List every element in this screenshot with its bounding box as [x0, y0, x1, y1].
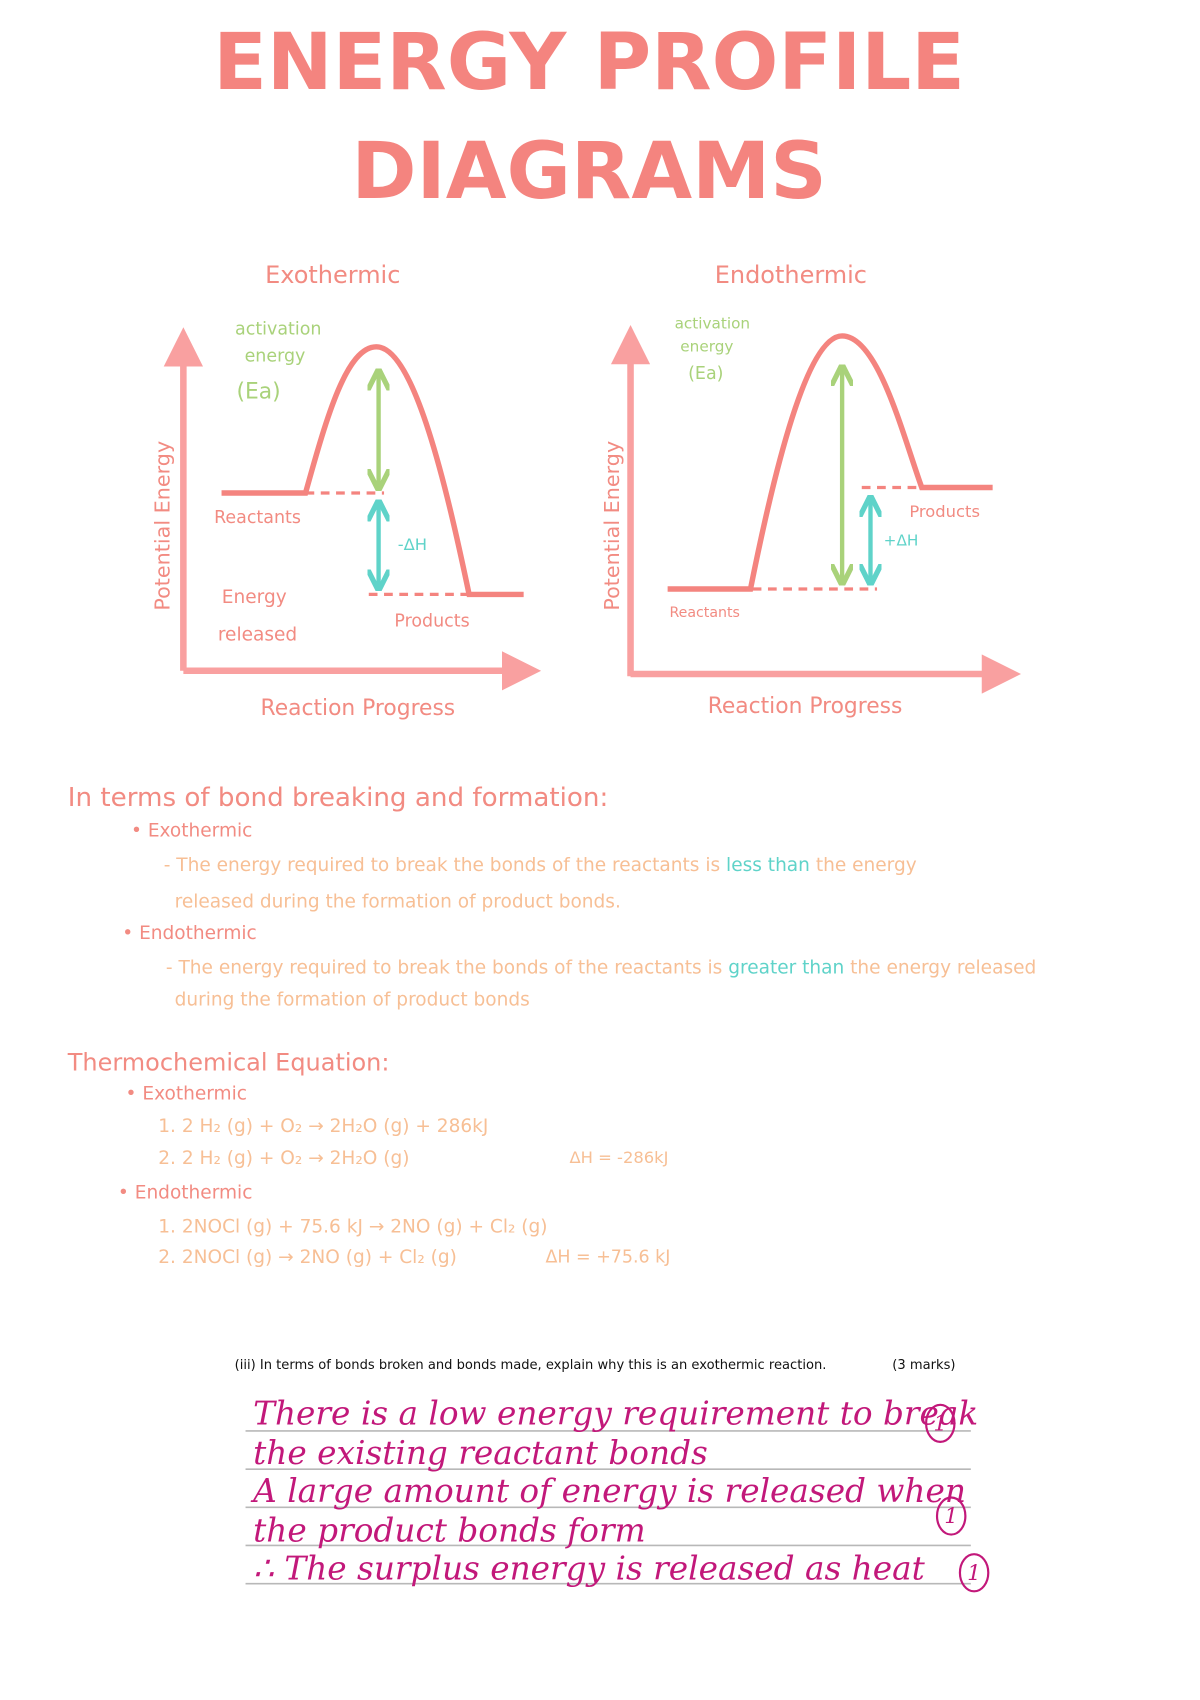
activation-label: (Ea): [237, 380, 281, 405]
answer-line: There is a low energy requirement to bre…: [253, 1395, 978, 1433]
body-line: - The energy required to break the bonds…: [166, 957, 1036, 978]
mark-awarded: 1: [967, 1561, 981, 1586]
x-axis-label: Reaction Progress: [708, 694, 903, 719]
highlight: less than: [726, 854, 810, 875]
bullet-label: • Endothermic: [118, 1183, 252, 1204]
section-heading: In terms of bond breaking and formation:: [68, 783, 609, 813]
reactants-label: Reactants: [669, 605, 740, 621]
mark-awarded: 1: [933, 1411, 947, 1436]
equation: 1. 2 H₂ (g) + O₂ → 2H₂O (g) + 286kJ: [158, 1116, 488, 1137]
answer-line: A large amount of energy is released whe…: [250, 1472, 966, 1510]
bond-section: In terms of bond breaking and formation:…: [68, 783, 1037, 1011]
answer: There is a low energy requirement to bre…: [245, 1395, 990, 1593]
mark-circle: [935, 1496, 967, 1536]
title: ENERGY PROFILE: [213, 16, 965, 108]
body-line: released during the formation of product…: [175, 891, 621, 912]
mark-awarded: 1: [944, 1504, 958, 1529]
equation: 2. 2NOCl (g) → 2NO (g) + Cl₂ (g): [158, 1247, 457, 1268]
energy-released-label: Energy: [222, 587, 287, 608]
delta-h-label: +ΔH: [884, 531, 919, 549]
products-label: Products: [394, 612, 469, 632]
text: - The energy required to break the bonds…: [166, 957, 722, 978]
exothermic-diagram: Exothermic -ΔH activation energy (Ea) Re…: [151, 261, 542, 721]
bullet-label: • Exothermic: [126, 1083, 247, 1104]
products-label: Products: [909, 502, 980, 521]
question-section: (iii) In terms of bonds broken and bonds…: [235, 1358, 990, 1593]
text: - The energy required to break the bonds…: [164, 854, 720, 875]
reactants-label: Reactants: [214, 508, 301, 528]
bullet-label: • Endothermic: [122, 923, 256, 944]
text: the energy released: [850, 957, 1036, 978]
section-heading: Thermochemical Equation:: [67, 1048, 390, 1076]
activation-label: energy: [680, 337, 733, 355]
energy-curve: [221, 344, 524, 598]
body-line: - The energy required to break the bonds…: [164, 854, 917, 875]
question-text: (iii) In terms of bonds broken and bonds…: [235, 1358, 827, 1373]
answer-line: the existing reactant bonds: [253, 1434, 708, 1472]
activation-label: energy: [245, 347, 306, 367]
equation: 2. 2 H₂ (g) + O₂ → 2H₂O (g): [158, 1148, 409, 1169]
activation-label: activation: [235, 319, 321, 339]
title: DIAGRAMS: [351, 125, 827, 217]
activation-label: (Ea): [688, 364, 723, 384]
energy-curve: [667, 333, 993, 592]
delta-h: ΔH = +75.6 kJ: [545, 1248, 670, 1268]
bullet-label: • Exothermic: [131, 821, 252, 842]
energy-released-label: released: [218, 624, 297, 645]
mark-circle: [958, 1553, 990, 1593]
mark-circle: [925, 1403, 956, 1443]
activation-label: activation: [675, 314, 751, 332]
y-axis-label: Potential Energy: [600, 441, 624, 611]
thermo-section: Thermochemical Equation: • Exothermic 1.…: [67, 1048, 671, 1268]
endothermic-diagram: Endothermic +ΔH activation energy (Ea) P…: [600, 261, 1022, 719]
diagram-title: Exothermic: [265, 261, 400, 289]
delta-h-label: -ΔH: [398, 535, 427, 554]
question-marks: (3 marks): [892, 1358, 955, 1373]
highlight: greater than: [728, 957, 844, 978]
diagram-title: Endothermic: [715, 261, 867, 289]
answer-line: the product bonds form: [253, 1511, 645, 1549]
answer-line: ∴ The surplus energy is released as heat: [253, 1550, 925, 1588]
equation: 1. 2NOCl (g) + 75.6 kJ → 2NO (g) + Cl₂ (…: [158, 1217, 547, 1238]
body-line: during the formation of product bonds: [175, 990, 530, 1011]
x-axis-label: Reaction Progress: [261, 696, 456, 721]
y-axis-label: Potential Energy: [151, 441, 175, 611]
delta-h: ΔH = -286kJ: [569, 1148, 668, 1167]
text: the energy: [816, 854, 917, 875]
